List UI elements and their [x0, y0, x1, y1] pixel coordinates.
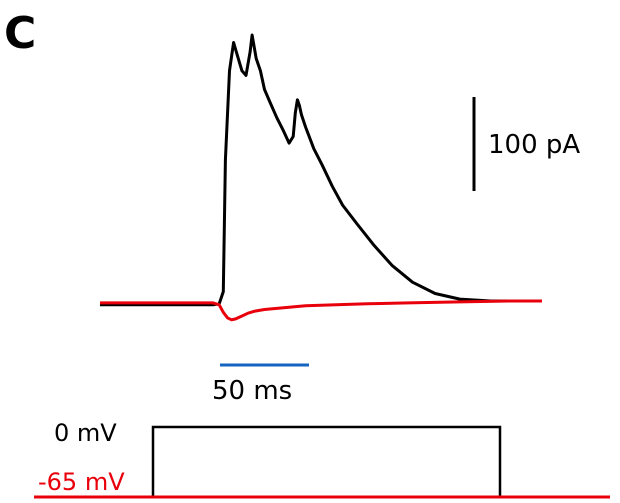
- label-minus65mv: -65 mV: [38, 468, 125, 496]
- current-scale-label: 100 pA: [488, 130, 580, 160]
- trace-depolarized: [100, 33, 542, 307]
- panel-label: C: [4, 8, 36, 59]
- trace-resting: [100, 299, 542, 322]
- label-0mv: 0 mV: [54, 419, 117, 447]
- step-trace-0mv: [151, 425, 502, 497]
- voltage-protocol: 0 mV -65 mV: [34, 419, 610, 499]
- time-scale-label: 50 ms: [212, 376, 292, 406]
- current-traces: [100, 33, 542, 322]
